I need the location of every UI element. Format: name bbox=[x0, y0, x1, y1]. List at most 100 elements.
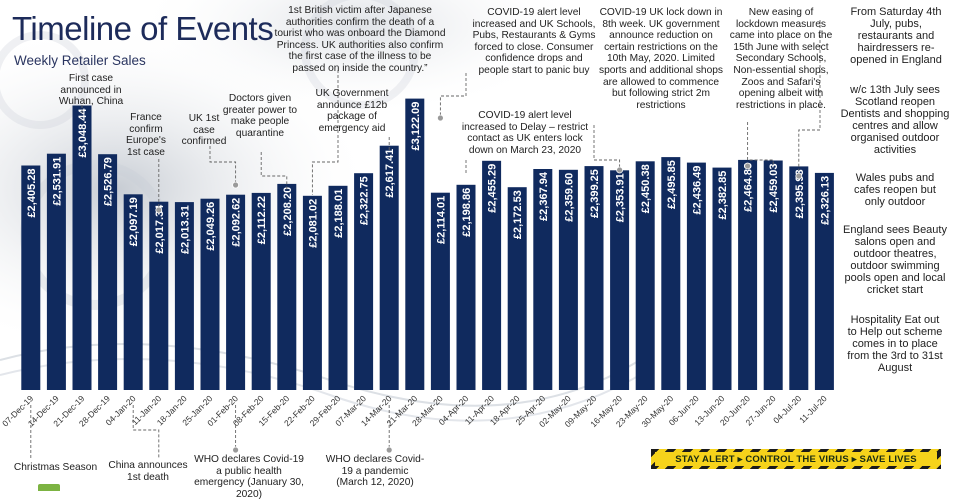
bar-value-label: £2,188.01 bbox=[333, 189, 345, 238]
stay-alert-banner: STAY ALERT ▸ CONTROL THE VIRUS ▸ SAVE LI… bbox=[651, 449, 941, 469]
bar-value-label: £2,114.01 bbox=[435, 196, 447, 244]
bar bbox=[814, 172, 834, 390]
connector-line bbox=[439, 73, 467, 118]
stay-alert-text: STAY ALERT ▸ CONTROL THE VIRUS ▸ SAVE LI… bbox=[675, 453, 917, 465]
bar bbox=[72, 105, 92, 390]
connector-line bbox=[311, 70, 339, 195]
annotation-england-beauty: England sees Beauty salons open and outd… bbox=[843, 224, 947, 296]
bar-value-label: £2,081.02 bbox=[307, 199, 319, 248]
bar-value-label: £2,017.34 bbox=[154, 204, 166, 254]
bar bbox=[482, 160, 502, 390]
connector-line bbox=[209, 146, 237, 185]
bar bbox=[456, 184, 476, 390]
connector-dot bbox=[232, 446, 240, 454]
annotation-alert-delay: COVID-19 alert level increased to Delay … bbox=[461, 110, 589, 156]
bar-value-label: £2,013.31 bbox=[179, 205, 191, 254]
bar bbox=[558, 169, 578, 390]
annotation-lockdown-8th: COVID-19 UK lock down in 8th week. UK go… bbox=[598, 7, 724, 111]
annotation-wales: Wales pubs and cafes reopen but only out… bbox=[854, 172, 936, 208]
bar-value-label: £3,048.44 bbox=[77, 108, 89, 158]
connector-line bbox=[593, 125, 621, 172]
bar-value-label: £2,464.83 bbox=[743, 163, 755, 212]
bar bbox=[226, 194, 246, 390]
annotation-scotland: w/c 13th July sees Scotland reopen Denti… bbox=[840, 84, 950, 156]
annotation-christmas: Christmas Season bbox=[13, 462, 98, 473]
x-tick-label: 11-Jul-20 bbox=[797, 393, 829, 425]
bar bbox=[738, 159, 758, 390]
bar bbox=[251, 192, 271, 390]
connector-dot bbox=[232, 181, 240, 189]
bar bbox=[712, 167, 732, 390]
bar-value-label: £2,322.75 bbox=[359, 176, 371, 225]
page-title: Timeline of Events bbox=[12, 10, 274, 47]
annotation-eat-out: Hospitality Eat out to Help out scheme c… bbox=[847, 314, 943, 374]
bar-value-label: £2,455.29 bbox=[487, 164, 499, 213]
connector-dot bbox=[436, 114, 444, 122]
connector-dot bbox=[385, 446, 393, 454]
connector-line bbox=[747, 122, 774, 165]
bar bbox=[277, 183, 297, 390]
bar bbox=[174, 202, 194, 390]
connector-line bbox=[260, 152, 288, 190]
annotation-first-case: First case announced in Wuhan, China bbox=[58, 73, 124, 108]
annotation-china-death: China announces 1st death bbox=[108, 460, 188, 483]
bar-value-label: £2,097.19 bbox=[128, 197, 140, 246]
annotation-doctors: Doctors given greater power to make peop… bbox=[222, 93, 298, 139]
bar bbox=[149, 201, 169, 390]
bar-value-label: £2,092.62 bbox=[231, 198, 243, 247]
bar bbox=[123, 194, 143, 390]
bar bbox=[405, 98, 425, 390]
bar bbox=[379, 145, 399, 390]
bar-value-label: £2,450.38 bbox=[640, 164, 652, 213]
connector-dot bbox=[616, 166, 623, 174]
bar bbox=[21, 165, 41, 390]
annotation-who-emergency: WHO declares Covid-19 a public health em… bbox=[194, 454, 304, 500]
bar bbox=[763, 160, 783, 390]
annotation-alert-increase: COVID-19 alert level increased and UK Sc… bbox=[472, 7, 596, 76]
annotation-from-july: From Saturday 4th July, pubs, restaurant… bbox=[850, 6, 942, 66]
bar-value-label: £2,526.79 bbox=[103, 157, 115, 206]
bar-value-label: £2,112.22 bbox=[256, 196, 268, 244]
bar bbox=[354, 173, 374, 390]
annotation-uk-first: UK 1st case confirmed bbox=[181, 113, 227, 148]
bar-value-label: £2,399.25 bbox=[589, 169, 601, 218]
connector-line bbox=[798, 20, 821, 170]
bar bbox=[789, 166, 809, 390]
bar-value-label: £2,531.91 bbox=[51, 157, 63, 206]
bar-value-label: £2,326.13 bbox=[819, 176, 831, 225]
annotation-british-victim: 1st British victim after Japanese author… bbox=[274, 5, 446, 74]
bar-value-label: £2,367.94 bbox=[538, 171, 550, 221]
bar bbox=[302, 195, 322, 390]
bar bbox=[430, 192, 450, 390]
bar-value-label: £2,405.28 bbox=[26, 169, 38, 218]
bar-value-label: £2,617.41 bbox=[384, 149, 396, 198]
bar-value-label: £2,049.26 bbox=[205, 202, 217, 251]
bar-value-label: £2,359.60 bbox=[563, 173, 575, 222]
bar bbox=[98, 154, 118, 390]
bar bbox=[686, 162, 706, 390]
connector-dot bbox=[155, 206, 163, 214]
bar bbox=[507, 187, 527, 390]
bar-value-label: £2,436.49 bbox=[691, 166, 703, 215]
bar-value-label: £2,495.85 bbox=[666, 160, 678, 209]
connector-dot bbox=[795, 172, 803, 180]
bar bbox=[533, 169, 553, 390]
bar-value-label: £2,353.91 bbox=[615, 173, 627, 222]
logo-icon bbox=[38, 484, 60, 491]
bar bbox=[46, 153, 66, 390]
annotation-connectors bbox=[30, 20, 821, 458]
annotation-uk-gov: UK Government announce £12b package of e… bbox=[315, 88, 389, 134]
page-subtitle: Weekly Retailer Sales bbox=[14, 53, 146, 68]
bar-value-label: £3,122.09 bbox=[410, 102, 422, 151]
bar-value-label: £2,382.85 bbox=[717, 171, 729, 220]
bar bbox=[661, 157, 681, 390]
connector-dot bbox=[744, 162, 751, 170]
bar bbox=[610, 170, 630, 390]
bar bbox=[635, 161, 655, 390]
bar-value-label: £2,172.53 bbox=[512, 190, 524, 239]
bar-value-label: £2,459.03 bbox=[768, 164, 780, 213]
bar-value-label: £2,198.86 bbox=[461, 188, 473, 237]
bar-value-label: £2,208.20 bbox=[282, 187, 294, 236]
bar-value-label: £2,395.93 bbox=[794, 169, 806, 218]
